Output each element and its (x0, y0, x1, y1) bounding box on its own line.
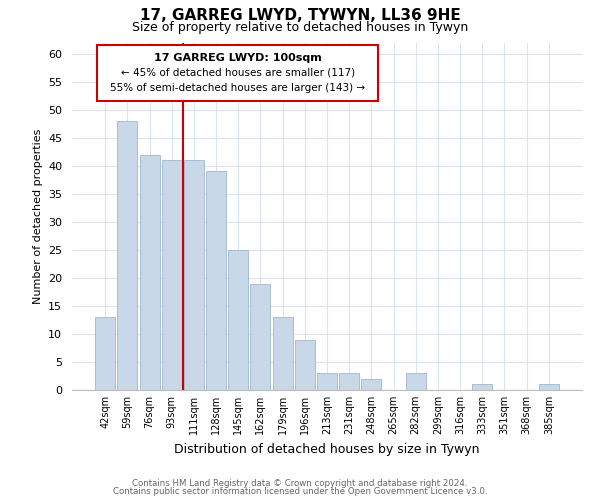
Text: 55% of semi-detached houses are larger (143) →: 55% of semi-detached houses are larger (… (110, 83, 365, 93)
Bar (228, 250, 248, 390)
Text: Contains HM Land Registry data © Crown copyright and database right 2024.: Contains HM Land Registry data © Crown c… (132, 478, 468, 488)
Bar (472, 384, 492, 390)
Bar (118, 121, 137, 390)
Text: Size of property relative to detached houses in Tywyn: Size of property relative to detached ho… (132, 21, 468, 34)
Bar (295, 340, 315, 390)
Bar (184, 160, 204, 390)
Bar (206, 172, 226, 390)
Text: Contains public sector information licensed under the Open Government Licence v3: Contains public sector information licen… (113, 487, 487, 496)
Text: 17, GARREG LWYD, TYWYN, LL36 9HE: 17, GARREG LWYD, TYWYN, LL36 9HE (140, 8, 460, 22)
Bar (162, 160, 182, 390)
Bar (539, 384, 559, 390)
Bar (406, 373, 426, 390)
Bar (140, 154, 160, 390)
X-axis label: Distribution of detached houses by size in Tywyn: Distribution of detached houses by size … (174, 442, 480, 456)
Bar (250, 284, 271, 390)
Bar (95, 317, 115, 390)
Text: 17 GARREG LWYD: 100sqm: 17 GARREG LWYD: 100sqm (154, 52, 322, 62)
Y-axis label: Number of detached properties: Number of detached properties (32, 128, 43, 304)
Bar (272, 317, 293, 390)
FancyBboxPatch shape (97, 46, 378, 102)
Text: ← 45% of detached houses are smaller (117): ← 45% of detached houses are smaller (11… (121, 68, 355, 78)
Bar (361, 379, 382, 390)
Bar (339, 373, 359, 390)
Bar (317, 373, 337, 390)
